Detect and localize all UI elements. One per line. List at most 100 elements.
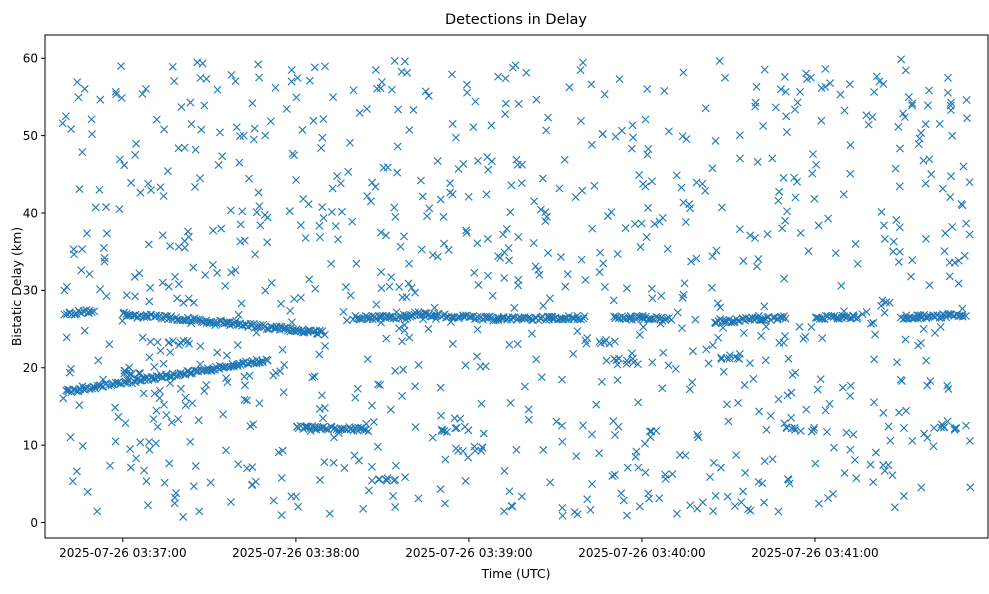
data-point xyxy=(635,171,644,180)
data-point xyxy=(907,272,916,281)
data-point xyxy=(438,426,447,435)
data-point xyxy=(393,168,402,177)
data-point xyxy=(462,228,471,237)
data-point xyxy=(473,352,482,361)
data-point xyxy=(517,492,526,501)
data-point xyxy=(643,150,652,159)
data-point xyxy=(588,479,597,488)
data-point xyxy=(153,338,162,347)
data-point xyxy=(885,298,894,307)
data-point xyxy=(417,245,426,254)
data-point xyxy=(391,212,400,221)
data-point xyxy=(623,511,632,520)
data-point xyxy=(839,190,848,199)
data-point xyxy=(163,167,172,176)
data-point xyxy=(85,270,94,279)
data-point xyxy=(614,422,623,431)
data-point xyxy=(244,174,253,183)
data-point xyxy=(306,426,315,435)
data-point xyxy=(328,184,337,193)
data-point xyxy=(947,98,956,107)
data-point xyxy=(660,86,669,95)
data-point xyxy=(622,356,631,365)
data-point xyxy=(59,394,68,403)
data-point xyxy=(812,160,821,169)
data-point xyxy=(287,77,296,86)
data-point xyxy=(781,216,790,225)
data-point xyxy=(494,72,503,81)
data-point xyxy=(144,240,153,249)
data-point xyxy=(744,505,753,514)
data-point xyxy=(414,494,423,503)
data-point xyxy=(901,335,910,344)
data-point xyxy=(853,313,862,322)
data-point xyxy=(601,336,610,345)
data-point xyxy=(628,121,637,130)
data-point xyxy=(152,115,161,124)
data-point xyxy=(632,447,641,456)
data-point xyxy=(602,356,611,365)
data-point xyxy=(825,399,834,408)
data-point xyxy=(371,182,380,191)
data-point xyxy=(655,494,664,503)
x-tick-label: 2025-07-26 03:40:00 xyxy=(578,546,705,560)
data-point xyxy=(962,421,971,430)
data-point xyxy=(588,224,597,233)
data-point xyxy=(502,224,511,233)
data-point xyxy=(662,314,671,323)
data-point xyxy=(202,380,211,389)
data-point xyxy=(754,255,763,264)
data-point xyxy=(711,136,720,145)
data-point xyxy=(321,424,330,433)
data-point xyxy=(713,299,722,308)
data-point xyxy=(170,499,179,508)
data-point xyxy=(473,325,482,334)
data-point xyxy=(796,228,805,237)
data-point xyxy=(869,478,878,487)
data-point xyxy=(448,339,457,348)
data-point xyxy=(235,158,244,167)
data-point xyxy=(655,217,664,226)
data-point xyxy=(130,272,139,281)
data-point xyxy=(840,468,849,477)
data-point xyxy=(623,463,632,472)
data-point xyxy=(315,404,324,413)
plot-area xyxy=(58,55,975,521)
data-point xyxy=(901,66,910,75)
data-point xyxy=(236,132,245,141)
data-point xyxy=(787,388,796,397)
data-point xyxy=(377,318,386,327)
data-point xyxy=(919,325,928,333)
data-point xyxy=(537,373,546,382)
data-point xyxy=(793,98,802,107)
data-point xyxy=(213,268,222,277)
data-point xyxy=(782,423,791,432)
data-point xyxy=(156,346,165,355)
data-point xyxy=(222,351,231,360)
data-point xyxy=(539,301,548,310)
data-point xyxy=(363,192,372,201)
data-point xyxy=(102,203,111,212)
data-point xyxy=(930,424,939,432)
data-point xyxy=(808,150,817,159)
data-point xyxy=(904,314,913,323)
data-point xyxy=(240,372,249,381)
data-point xyxy=(558,511,567,520)
data-point xyxy=(446,317,455,326)
data-point xyxy=(248,99,257,108)
data-point xyxy=(67,125,76,134)
data-point xyxy=(477,399,486,408)
data-point xyxy=(715,57,724,66)
data-point xyxy=(610,337,619,346)
data-point xyxy=(920,429,929,438)
data-point xyxy=(398,337,407,346)
data-point xyxy=(331,222,340,231)
data-point xyxy=(592,400,601,409)
data-point xyxy=(878,296,887,305)
data-point xyxy=(232,316,241,325)
data-point xyxy=(940,247,949,256)
data-point xyxy=(895,247,904,256)
data-point xyxy=(346,291,355,300)
data-point xyxy=(672,509,681,518)
data-point xyxy=(414,360,423,369)
